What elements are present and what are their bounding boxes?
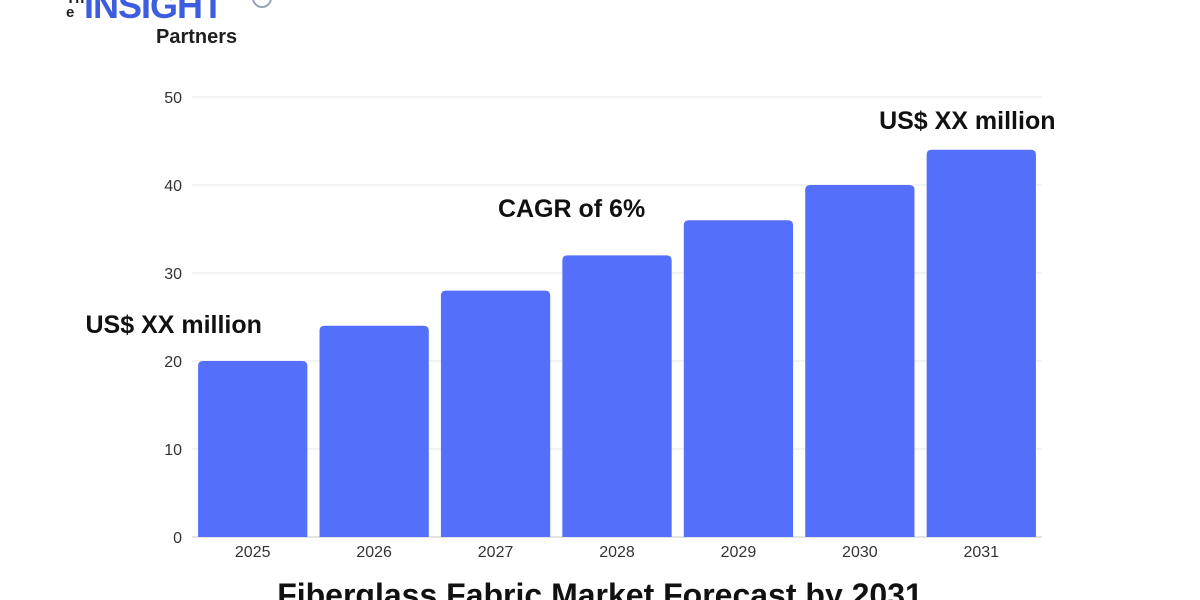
x-tick-label: 2031 bbox=[963, 544, 999, 561]
bar-2029 bbox=[683, 220, 794, 537]
y-tick-label: 50 bbox=[164, 90, 182, 107]
bar-2028 bbox=[562, 255, 672, 537]
bar-2030 bbox=[805, 185, 915, 537]
annotation-label: US$ XX million bbox=[85, 311, 261, 339]
bar-2027 bbox=[440, 290, 551, 537]
x-tick-label: 2029 bbox=[721, 544, 757, 561]
bars bbox=[198, 149, 1036, 538]
bar-2025 bbox=[198, 361, 308, 537]
x-tick-label: 2030 bbox=[842, 544, 878, 561]
annotation-label: US$ XX million bbox=[879, 107, 1055, 135]
x-tick-label: 2026 bbox=[356, 544, 392, 561]
annotations: US$ XX million CAGR of 6% US$ XX million bbox=[85, 107, 1055, 339]
bar-2031 bbox=[926, 149, 1036, 538]
insight-partners-logo: The INSIGHT Partners bbox=[66, 0, 286, 50]
x-tick-label: 2025 bbox=[235, 544, 271, 561]
logo-the-text: The bbox=[66, 0, 84, 21]
y-tick-label: 40 bbox=[164, 178, 182, 195]
bar-2026 bbox=[319, 325, 429, 537]
y-tick-label: 30 bbox=[164, 266, 182, 283]
logo-partners-text: Partners bbox=[156, 26, 238, 48]
annotation-label: CAGR of 6% bbox=[498, 195, 645, 223]
x-axis-ticks: 2025 2026 2027 2028 2029 2030 2031 bbox=[235, 544, 999, 561]
logo-insight-text: INSIGHT bbox=[84, 0, 224, 26]
y-axis-ticks: 0 10 20 30 40 50 bbox=[164, 90, 182, 547]
x-tick-label: 2027 bbox=[478, 544, 514, 561]
y-tick-label: 0 bbox=[173, 530, 182, 547]
y-tick-label: 10 bbox=[164, 442, 182, 459]
x-tick-label: 2028 bbox=[599, 544, 635, 561]
chart-title: Fiberglass Fabric Market Forecast by 203… bbox=[277, 577, 923, 600]
y-tick-label: 20 bbox=[164, 354, 182, 371]
